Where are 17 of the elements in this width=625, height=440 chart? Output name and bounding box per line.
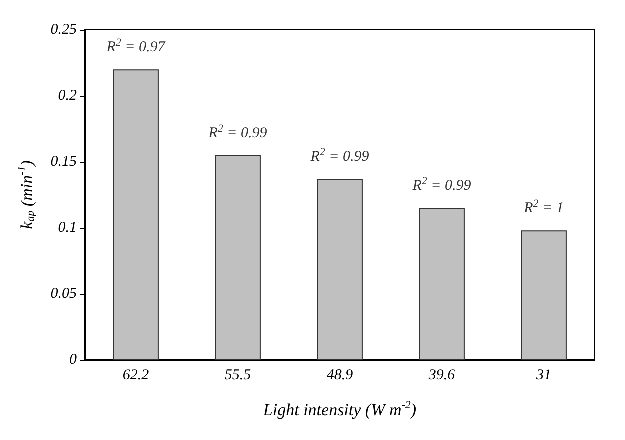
y-axis-title: kap (min-1): [16, 160, 37, 230]
bar: [521, 230, 567, 360]
bar: [113, 70, 159, 360]
x-tick-label: 39.6: [428, 368, 456, 384]
x-tick-label: 55.5: [224, 368, 252, 384]
x-tick-label: 62.2: [122, 368, 150, 384]
y-tick-label: 0.05: [50, 286, 78, 302]
bar: [317, 179, 363, 360]
y-tick-label: 0.25: [50, 22, 78, 38]
bar: [419, 208, 465, 360]
y-tick-label: 0.2: [58, 88, 78, 104]
x-tick-label: 48.9: [326, 368, 354, 384]
y-tick-label: 0.1: [58, 220, 77, 236]
x-tick-label: 31: [536, 368, 552, 384]
bar: [215, 155, 261, 360]
y-tick-label: 0.15: [50, 154, 78, 170]
y-tick-label: 0: [70, 352, 78, 368]
